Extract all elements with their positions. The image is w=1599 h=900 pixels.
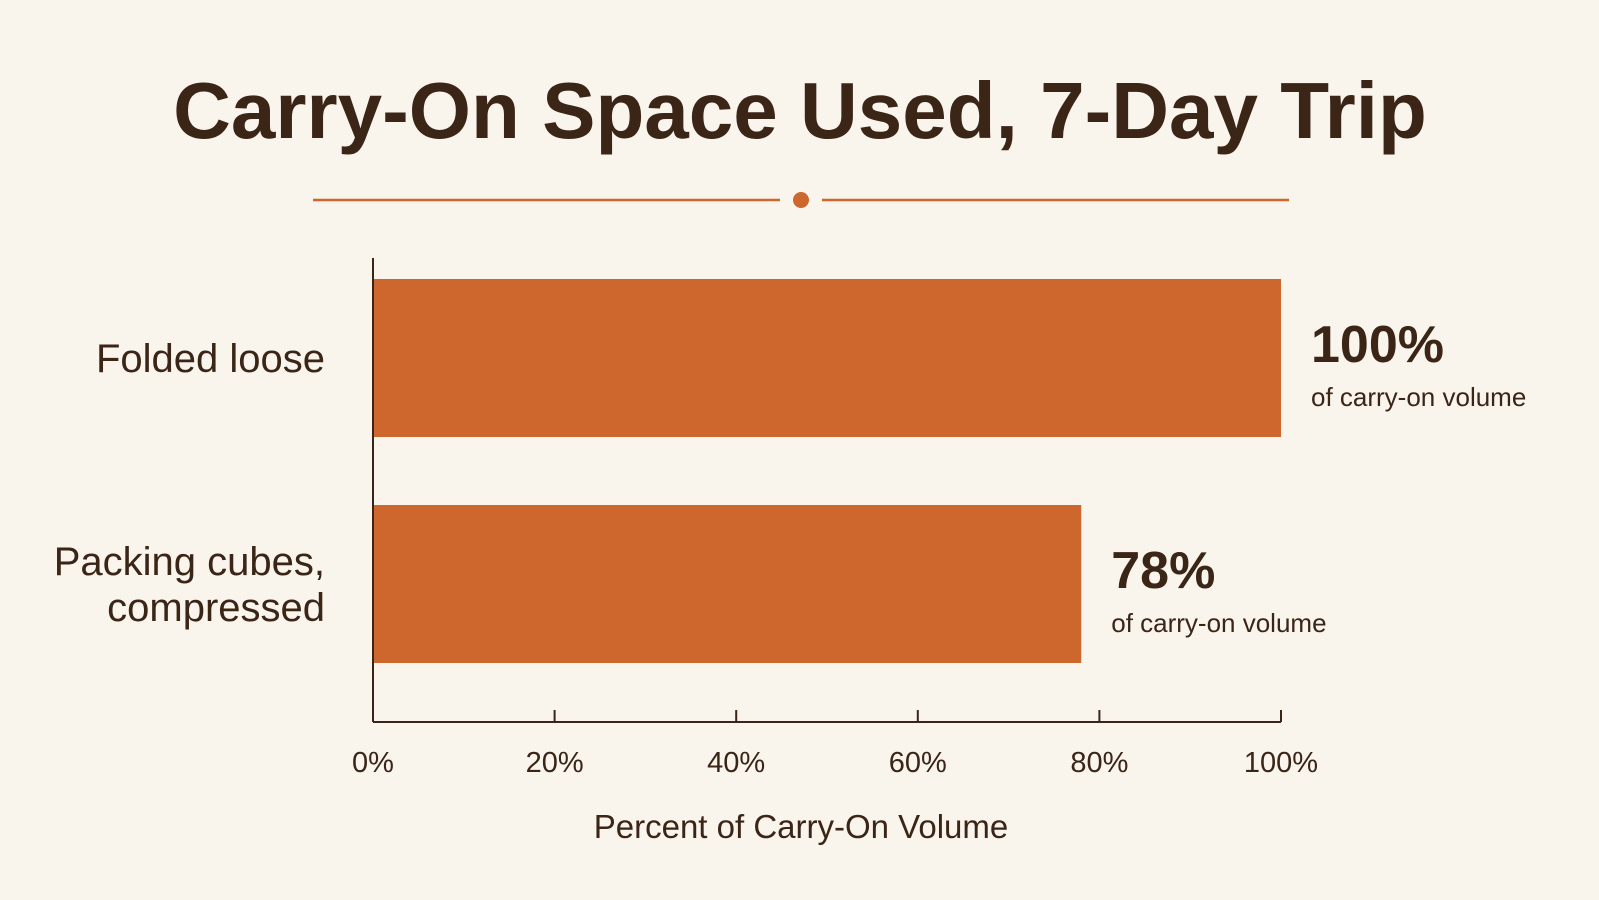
chart-title: Carry-On Space Used, 7-Day Trip — [173, 66, 1427, 155]
x-tick-label: 80% — [1070, 747, 1128, 779]
bar — [373, 505, 1082, 663]
data-label: 100% — [1311, 316, 1444, 374]
category-label: Packing cubes, compressed — [54, 540, 325, 630]
bar — [373, 279, 1281, 437]
x-axis-title: Percent of Carry-On Volume — [594, 808, 1009, 845]
category-label: Folded loose — [96, 337, 325, 381]
data-label-caption: of carry-on volume — [1111, 608, 1326, 638]
x-tick-label: 40% — [707, 747, 765, 779]
category-label-line: Packing cubes, — [54, 540, 325, 584]
data-label: 78% — [1111, 542, 1215, 600]
data-label-caption: of carry-on volume — [1311, 382, 1526, 412]
category-label-line: Folded loose — [96, 337, 325, 381]
category-label-line: compressed — [107, 586, 325, 630]
x-tick-label: 100% — [1244, 747, 1318, 779]
title-divider-dot — [793, 192, 809, 208]
x-tick-label: 20% — [526, 747, 584, 779]
plot-area: 0% 20% 40% 60% 80% 100% Folded loose Packing cu… — [54, 258, 1526, 779]
title-divider — [313, 192, 1289, 208]
x-tick-label: 60% — [889, 747, 947, 779]
x-tick-label: 0% — [352, 747, 394, 779]
